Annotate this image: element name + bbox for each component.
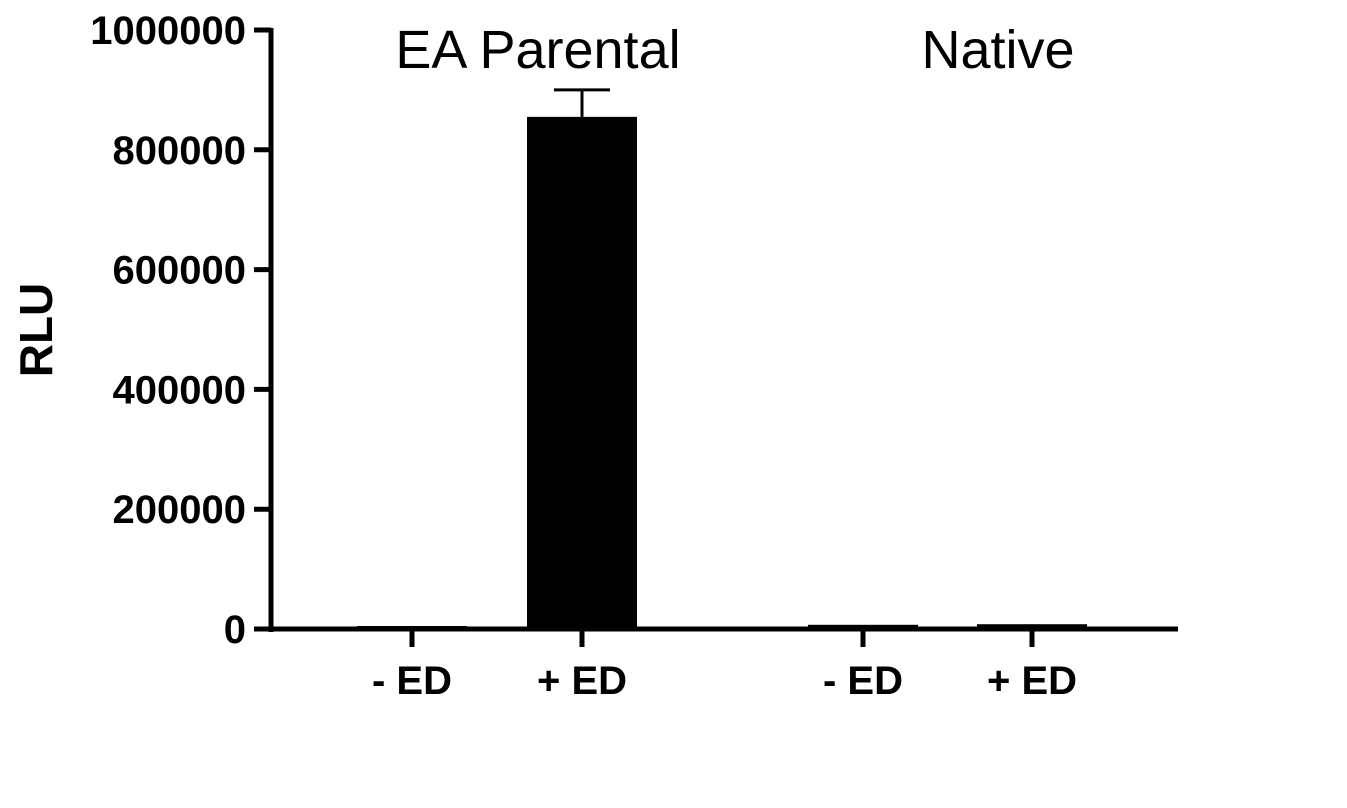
y-tick-label: 400000 — [113, 368, 246, 412]
x-tick-label: + ED — [987, 659, 1077, 703]
y-axis-title: RLU — [10, 283, 62, 378]
y-tick-label: 1000000 — [90, 9, 246, 53]
bar — [808, 624, 918, 629]
x-tick-label: - ED — [823, 659, 903, 703]
x-tick-label: - ED — [372, 659, 452, 703]
bar — [527, 116, 637, 630]
x-axis: EA Parental - ED + ED Native - ED + ED — [254, 20, 1178, 703]
y-axis: 0 200000 400000 600000 800000 1000000 — [90, 9, 274, 652]
y-tick-label: 600000 — [113, 249, 246, 293]
group-label: EA Parental — [395, 20, 680, 80]
bar — [977, 624, 1087, 629]
bars — [357, 88, 1087, 630]
group-label: Native — [921, 20, 1074, 80]
y-tick-label: 0 — [224, 608, 246, 652]
bar — [357, 626, 467, 629]
y-tick-label: 200000 — [113, 488, 246, 532]
x-tick-label: + ED — [537, 659, 627, 703]
y-tick-label: 800000 — [113, 129, 246, 173]
